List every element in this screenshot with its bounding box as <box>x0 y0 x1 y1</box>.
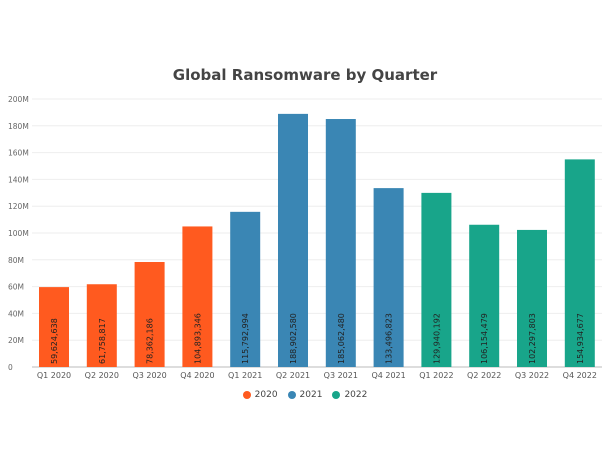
data-label: 59,624,638 <box>50 318 59 364</box>
bar <box>421 192 452 367</box>
chart-title: Global Ransomware by Quarter <box>172 66 438 84</box>
y-tick-label: 80M <box>8 256 24 265</box>
x-tick-label: Q3 2022 <box>515 371 549 380</box>
x-tick-label: Q2 2020 <box>85 371 119 380</box>
y-tick-label: 100M <box>8 229 29 238</box>
y-tick-label: 180M <box>8 122 29 131</box>
bar <box>373 188 404 367</box>
bar <box>134 261 165 367</box>
bar <box>86 284 117 367</box>
y-tick-label: 60M <box>8 283 24 292</box>
data-label: 78,362,186 <box>146 318 155 364</box>
bar <box>469 224 500 367</box>
x-tick-label: Q1 2020 <box>37 371 71 380</box>
legend-label: 2020 <box>254 390 278 400</box>
data-label: 188,902,580 <box>289 313 298 364</box>
x-tick-label: Q1 2021 <box>228 371 262 380</box>
y-tick-label: 20M <box>8 336 24 345</box>
legend-marker-icon <box>242 391 251 399</box>
x-tick-label: Q2 2021 <box>276 371 310 380</box>
legend-item[interactable]: 2020 <box>242 390 278 400</box>
data-label: 129,940,192 <box>432 313 441 364</box>
data-label: 104,893,346 <box>193 313 202 364</box>
x-tick-label: Q4 2020 <box>180 371 214 380</box>
legend-item[interactable]: 2021 <box>287 390 323 400</box>
y-tick-label: 200M <box>8 95 29 104</box>
bar <box>325 119 356 368</box>
bar <box>564 159 595 367</box>
x-tick-label: Q4 2021 <box>371 371 405 380</box>
x-tick-label: Q1 2022 <box>419 371 453 380</box>
data-label: 106,154,479 <box>480 313 489 364</box>
x-tick-label: Q3 2020 <box>132 371 166 380</box>
legend-label: 2022 <box>344 390 368 400</box>
data-label: 133,496,823 <box>385 313 394 364</box>
bar <box>517 229 547 367</box>
x-tick-label: Q2 2022 <box>467 371 501 380</box>
data-label: 154,934,677 <box>576 313 585 364</box>
legend-marker-icon <box>332 391 341 399</box>
y-tick-label: 40M <box>8 309 24 318</box>
legend-marker-icon <box>287 391 296 399</box>
bar <box>182 226 213 367</box>
y-tick-label: 160M <box>8 149 29 158</box>
data-label: 115,792,994 <box>241 313 250 364</box>
legend-item[interactable]: 2022 <box>332 390 367 400</box>
data-label: 102,297,803 <box>528 313 537 364</box>
bar <box>39 287 69 367</box>
x-tick-label: Q3 2021 <box>324 371 358 380</box>
bar <box>230 211 261 367</box>
data-label: 185,062,480 <box>337 313 346 364</box>
y-tick-label: 120M <box>8 202 29 211</box>
y-tick-label: 140M <box>8 175 29 184</box>
data-label: 61,758,817 <box>98 318 107 364</box>
legend: 2020 2021 2022 <box>0 390 610 400</box>
bar <box>278 113 308 367</box>
y-tick-label: 0 <box>8 363 13 372</box>
x-tick-label: Q4 2022 <box>563 371 597 380</box>
legend-label: 2021 <box>299 390 323 400</box>
